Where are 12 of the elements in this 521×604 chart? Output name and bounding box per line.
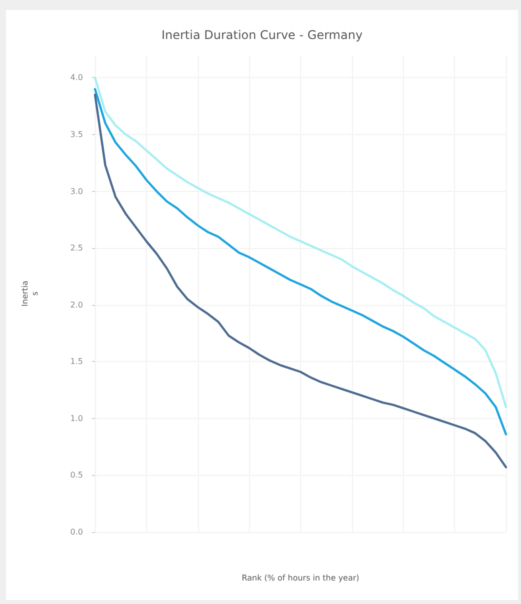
y-tick-label: 2.5 <box>70 244 83 253</box>
y-axis-title: Inertia s <box>20 280 40 306</box>
y-tick-label: 1.5 <box>70 357 83 366</box>
y-tick-label: 4.0 <box>70 73 83 82</box>
y-tick-label: 0.5 <box>70 470 83 480</box>
chart-title: Inertia Duration Curve - Germany <box>161 28 363 42</box>
y-tick-label: 0.0 <box>70 528 83 536</box>
y-tick-label: 1.0 <box>70 414 83 423</box>
x-axis-title: Rank (% of hours in the year) <box>242 574 360 582</box>
y-tick-label: 2.0 <box>70 300 83 310</box>
y-tick-label: 3.5 <box>70 130 83 139</box>
y-tick-label: 3.0 <box>70 186 83 196</box>
